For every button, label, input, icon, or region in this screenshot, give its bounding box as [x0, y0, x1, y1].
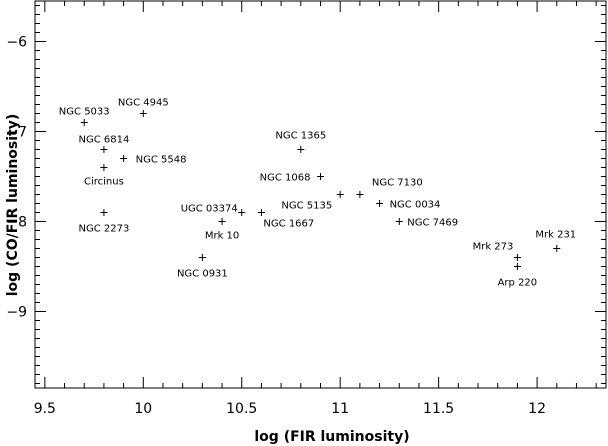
point-label: NGC 6814 [78, 135, 129, 146]
point-label: NGC 1667 [263, 219, 314, 230]
data-point-marker [238, 209, 246, 216]
data-point-marker [317, 173, 324, 180]
point-label: Mrk 10 [205, 231, 239, 242]
data-point-marker [198, 254, 206, 261]
data-point-marker [336, 191, 344, 198]
point-label: NGC 0034 [390, 200, 441, 211]
data-point-marker [513, 263, 521, 270]
point-label: NGC 5033 [59, 107, 110, 118]
x-tick-label: 9.5 [34, 401, 56, 417]
x-tick-label: 10 [134, 401, 152, 417]
point-label: NGC 0931 [177, 269, 228, 280]
x-tick-label: 12 [528, 401, 546, 417]
point-label: NGC 4945 [118, 98, 169, 109]
data-point-marker [356, 191, 364, 198]
data-point-marker [80, 119, 88, 126]
x-tick-label: 11 [331, 401, 349, 417]
data-point-marker [218, 218, 226, 225]
data-points [80, 110, 561, 270]
point-labels: NGC 5033 NGC 4945 NGC 6814 NGC 5548 Circinus… [59, 98, 576, 289]
data-point-marker [100, 164, 108, 171]
data-point-marker [297, 146, 305, 153]
point-label: Arp 220 [498, 278, 538, 289]
y-axis-ticks: −6 −7 −8 −9 [6, 5, 606, 384]
x-axis-title: log (FIR luminosity) [254, 429, 409, 445]
point-label: NGC 1068 [260, 173, 311, 184]
y-tick-label: −9 [6, 305, 27, 321]
data-point-marker [257, 209, 265, 216]
x-tick-label: 11.5 [423, 401, 454, 417]
point-label: NGC 2273 [78, 224, 129, 235]
point-label: UGC 03374 [181, 204, 238, 215]
point-label: NGC 7469 [407, 218, 458, 229]
plot-frame [34, 0, 607, 389]
data-point-marker [139, 110, 147, 117]
point-label: Mrk 273 [473, 242, 514, 253]
data-point-marker [120, 155, 128, 162]
point-label: NGC 5135 [281, 201, 332, 212]
data-point-marker [376, 200, 384, 207]
point-label: Circinus [84, 177, 124, 188]
point-label: NGC 7130 [372, 178, 423, 189]
y-tick-label: −7 [6, 125, 27, 141]
data-point-marker [100, 209, 108, 216]
y-tick-label: −8 [6, 215, 27, 231]
point-label: NGC 5548 [136, 155, 187, 166]
data-point-marker [395, 218, 403, 225]
point-label: Mrk 231 [535, 230, 576, 241]
x-axis-ticks: 9.5 10 10.5 11 11.5 12 [34, 1, 597, 417]
data-point-marker [553, 245, 561, 252]
point-label: NGC 1365 [275, 131, 326, 142]
data-point-marker [513, 254, 521, 261]
x-tick-label: 10.5 [226, 401, 257, 417]
data-point-marker [100, 146, 108, 153]
y-tick-label: −6 [6, 35, 27, 51]
y-axis-title: log (CO/FIR luminosity) [5, 114, 21, 297]
